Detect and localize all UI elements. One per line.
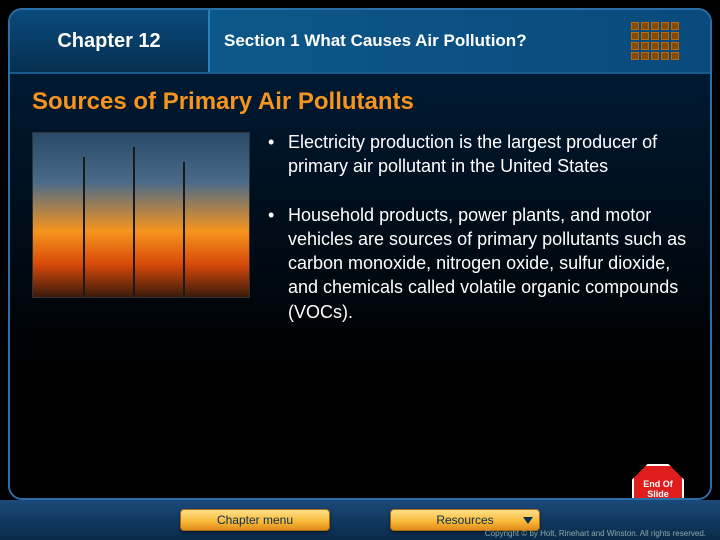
resources-label: Resources [436,513,493,527]
copyright-text: Copyright © by Holt, Rinehart and Winsto… [485,529,706,538]
slide-content: Sources of Primary Air Pollutants Electr… [10,74,710,498]
header-decoration [600,10,710,72]
bullet-item: Household products, power plants, and mo… [264,203,688,324]
section-label: Section 1 What Causes Air Pollution? [210,10,600,72]
content-image [32,132,250,298]
chapter-label: Chapter 12 [10,10,210,72]
end-of-slide-button[interactable]: End Of Slide [632,464,684,500]
stop-sign-icon: End Of Slide [632,464,684,500]
content-body: Electricity production is the largest pr… [32,130,688,348]
bullet-item: Electricity production is the largest pr… [264,130,688,179]
slide-frame: Chapter 12 Section 1 What Causes Air Pol… [8,8,712,500]
chapter-menu-label: Chapter menu [217,513,293,527]
slide-header: Chapter 12 Section 1 What Causes Air Pol… [10,10,710,74]
end-sign-label: End Of Slide [634,480,682,500]
content-title: Sources of Primary Air Pollutants [32,88,688,116]
resources-button[interactable]: Resources [390,509,540,531]
bullet-list: Electricity production is the largest pr… [264,130,688,348]
chapter-menu-button[interactable]: Chapter menu [180,509,330,531]
